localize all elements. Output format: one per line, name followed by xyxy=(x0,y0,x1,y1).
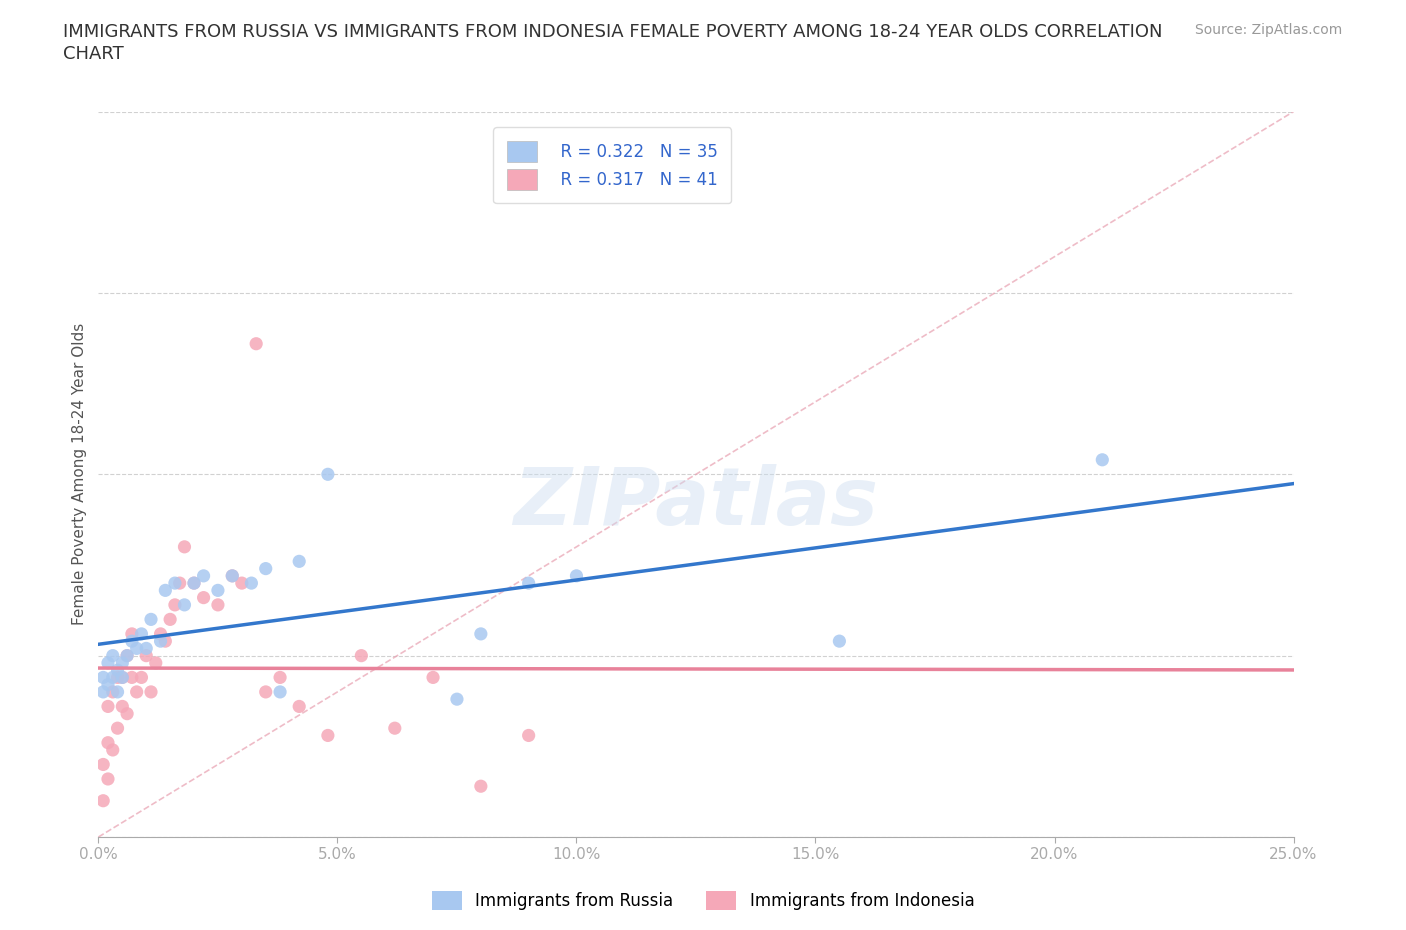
Point xyxy=(131,670,153,684)
Point xyxy=(193,591,215,605)
Point xyxy=(446,692,468,707)
Point xyxy=(173,597,195,612)
Point xyxy=(269,670,291,684)
Point xyxy=(107,721,129,736)
Point xyxy=(245,337,267,352)
Point xyxy=(470,627,492,642)
Point xyxy=(139,612,162,627)
Point xyxy=(159,612,181,627)
Point xyxy=(254,561,277,576)
Point xyxy=(316,467,339,482)
Point xyxy=(422,670,444,684)
Point xyxy=(517,576,540,591)
Point xyxy=(111,670,134,684)
Point xyxy=(221,568,243,583)
Point xyxy=(316,728,339,743)
Point xyxy=(169,576,191,591)
Y-axis label: Female Poverty Among 18-24 Year Olds: Female Poverty Among 18-24 Year Olds xyxy=(72,324,87,626)
Point xyxy=(115,706,138,721)
Point xyxy=(565,568,588,583)
Point xyxy=(111,670,134,684)
Point xyxy=(97,677,120,692)
Point xyxy=(173,539,195,554)
Point xyxy=(240,576,263,591)
Point xyxy=(101,684,124,699)
Point xyxy=(470,778,492,793)
Point xyxy=(135,641,157,656)
Point xyxy=(254,684,277,699)
Point xyxy=(101,648,124,663)
Point xyxy=(91,684,114,699)
Point xyxy=(155,583,177,598)
Legend:   R = 0.322   N = 35,   R = 0.317   N = 41: R = 0.322 N = 35, R = 0.317 N = 41 xyxy=(494,127,731,204)
Point xyxy=(145,656,167,671)
Point xyxy=(125,684,148,699)
Text: ZIPatlas: ZIPatlas xyxy=(513,464,879,542)
Point xyxy=(91,757,114,772)
Point xyxy=(101,670,124,684)
Point xyxy=(107,670,129,684)
Point xyxy=(107,663,129,678)
Point xyxy=(97,772,120,787)
Point xyxy=(193,568,215,583)
Point xyxy=(163,576,186,591)
Legend: Immigrants from Russia, Immigrants from Indonesia: Immigrants from Russia, Immigrants from … xyxy=(425,884,981,917)
Point xyxy=(269,684,291,699)
Point xyxy=(207,597,229,612)
Point xyxy=(384,721,406,736)
Point xyxy=(517,728,540,743)
Point xyxy=(149,627,172,642)
Point xyxy=(828,633,851,648)
Point xyxy=(101,742,124,757)
Point xyxy=(149,633,172,648)
Point xyxy=(183,576,205,591)
Point xyxy=(115,648,138,663)
Point xyxy=(121,633,143,648)
Point xyxy=(91,670,114,684)
Point xyxy=(183,576,205,591)
Point xyxy=(121,627,143,642)
Point xyxy=(97,699,120,714)
Point xyxy=(288,699,311,714)
Point xyxy=(97,736,120,751)
Point xyxy=(155,633,177,648)
Point xyxy=(97,656,120,671)
Text: Source: ZipAtlas.com: Source: ZipAtlas.com xyxy=(1195,23,1343,37)
Point xyxy=(125,641,148,656)
Point xyxy=(1091,452,1114,467)
Point xyxy=(121,670,143,684)
Point xyxy=(131,627,153,642)
Point xyxy=(288,554,311,569)
Point xyxy=(111,656,134,671)
Text: IMMIGRANTS FROM RUSSIA VS IMMIGRANTS FROM INDONESIA FEMALE POVERTY AMONG 18-24 Y: IMMIGRANTS FROM RUSSIA VS IMMIGRANTS FRO… xyxy=(63,23,1163,41)
Point xyxy=(231,576,253,591)
Point xyxy=(107,684,129,699)
Point xyxy=(350,648,373,663)
Point xyxy=(221,568,243,583)
Point xyxy=(111,699,134,714)
Point xyxy=(163,597,186,612)
Point xyxy=(135,648,157,663)
Point xyxy=(139,684,162,699)
Point xyxy=(207,583,229,598)
Text: CHART: CHART xyxy=(63,45,124,62)
Point xyxy=(115,648,138,663)
Point xyxy=(91,793,114,808)
